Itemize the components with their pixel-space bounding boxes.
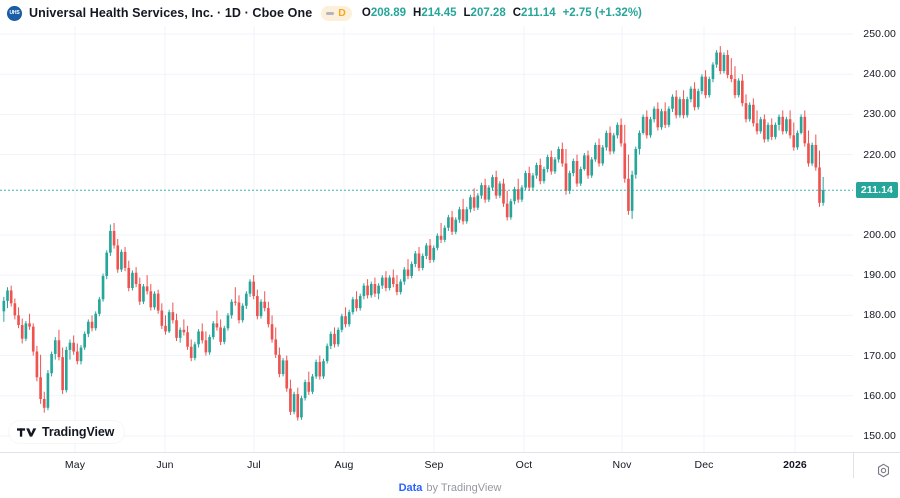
time-tick: Dec [694,459,714,471]
price-tick: 230.00 [863,108,896,121]
time-tick: Sep [424,459,444,471]
candlestick-series [0,26,853,452]
price-tick: 250.00 [863,28,896,40]
price-tick: 150.00 [863,429,896,442]
time-tick: Nov [612,459,632,471]
axis-separator [853,452,854,478]
ohlc-close-key: C [512,7,522,19]
ohlc-open-value: 208.89 [370,7,407,19]
crosshair-target-icon[interactable] [876,463,891,478]
ohlc-open-key: O [361,7,371,19]
watermark-text: TradingView [42,425,115,439]
price-tick: 240.00 [863,68,896,81]
symbol-logo-icon: UHS [7,5,22,21]
ohlc-open: O208.89 [362,7,406,19]
time-tick: Jul [247,459,261,471]
time-tick: Jun [156,459,174,471]
interval-label: D [338,6,346,19]
ohlc-low: L207.28 [464,7,506,19]
ohlc-high-value: 214.45 [421,7,457,19]
price-tick: 220.00 [863,148,896,161]
time-tick: Oct [515,459,533,471]
time-axis[interactable]: May Jun Jul Aug Sep Oct Nov Dec 2026 [0,452,900,478]
price-tick: 170.00 [863,349,896,362]
time-tick: May [64,459,86,471]
attribution-text: by TradingView [426,482,502,494]
ohlc-low-key: L [463,7,471,19]
ohlc-high: H214.45 [413,7,457,19]
current-price-badge: 211.14 [855,182,898,199]
time-tick: 2026 [783,459,807,471]
price-tick: 160.00 [863,389,896,402]
ohlc-low-value: 207.28 [470,7,506,19]
tradingview-logo-icon [17,427,37,437]
chart-legend: UHS Universal Health Services, Inc. · 1D… [0,0,900,26]
price-axis[interactable]: 250.00 240.00 230.00 220.00 200.00 190.00 180.… [853,26,900,452]
ohlc-close: C211.14 [513,7,556,19]
chart-pane[interactable] [0,26,853,452]
footer-attribution: Data by TradingView [0,478,900,498]
ohlc-high-key: H [413,7,422,19]
ohlc-values: O208.89 H214.45 L207.28 C211.14 +2.75 (+… [362,7,642,19]
interval-badge[interactable]: D [321,5,352,21]
price-tick: 190.00 [863,269,896,282]
ohlc-close-value: 211.14 [521,7,556,19]
price-tick: 180.00 [863,309,896,322]
symbol-title[interactable]: Universal Health Services, Inc. · 1D · C… [29,6,313,20]
dash-icon [326,11,335,15]
symbol-logo-initials: UHS [9,9,20,16]
tradingview-watermark: TradingView [9,421,125,443]
ohlc-change: +2.75 (+1.32%) [562,7,642,19]
data-link[interactable]: Data [398,482,423,494]
price-tick: 200.00 [863,229,896,241]
time-tick: Aug [334,459,354,471]
